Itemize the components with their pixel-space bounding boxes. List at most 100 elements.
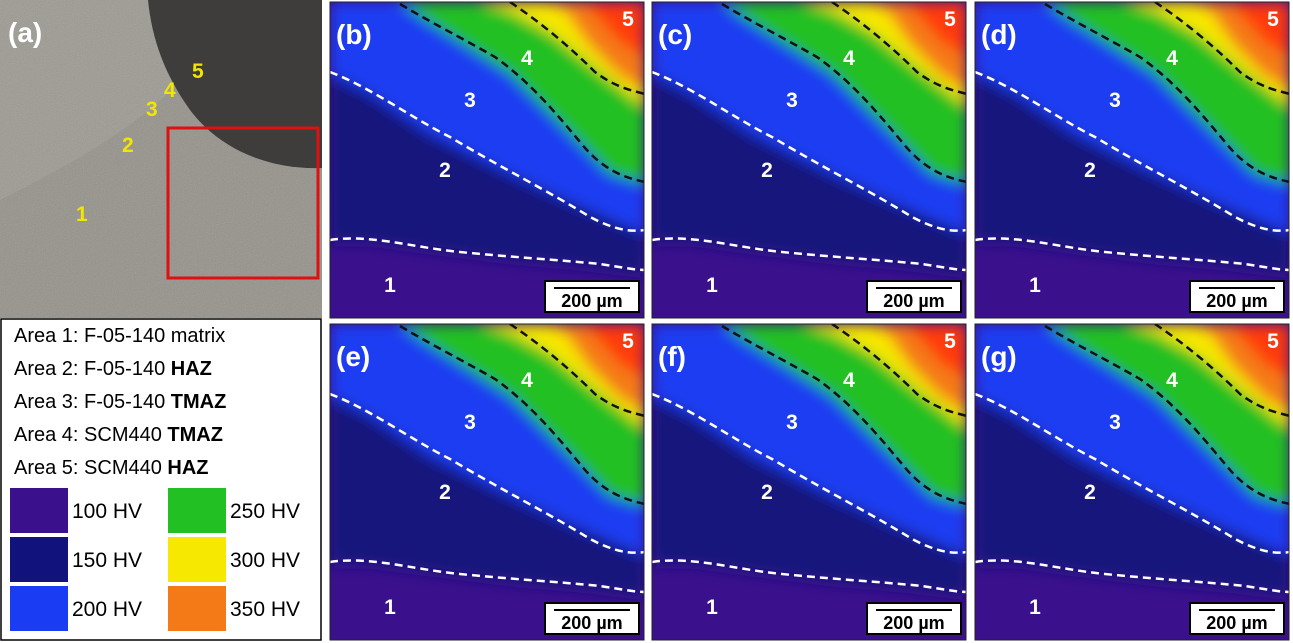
- area-item: Area 5: SCM440 HAZ: [14, 457, 209, 479]
- map-body: [975, 324, 1289, 640]
- boundary-black: [1044, 2, 1289, 184]
- area-zone: TMAZ: [167, 424, 223, 446]
- boundary-white: [652, 559, 966, 594]
- area-number: 1: [76, 203, 88, 226]
- map-contours: [975, 2, 1289, 274]
- area-list: Area 1: F-05-140 matrix Area 2: F-05-140 …: [14, 325, 226, 479]
- area-number: 5: [192, 60, 204, 83]
- zone-number: 5: [1267, 330, 1279, 353]
- hardness-map: (d) 1 2 3 4 5 200 µm: [974, 1, 1290, 319]
- area-zone: HAZ: [167, 457, 208, 479]
- zone-number: 4: [1166, 47, 1178, 70]
- scale-bar-box: [1189, 602, 1285, 635]
- hardness-map: (e) 1 2 3 4 5 200 µm: [329, 323, 645, 641]
- zone-number: 2: [761, 159, 773, 182]
- zone-number: 3: [1109, 89, 1121, 112]
- area-text: Area 5: SCM440: [14, 457, 162, 479]
- zone-number: 4: [521, 47, 533, 70]
- zone-number: 4: [843, 369, 855, 392]
- boundary-white: [330, 237, 644, 272]
- contour-region: [585, 324, 644, 379]
- hardness-map: (c) 1 2 3 4 5 200 µm: [651, 1, 967, 319]
- micrograph: [0, 0, 322, 318]
- area-number: 4: [164, 79, 176, 102]
- boundary-black: [1154, 2, 1289, 96]
- legend-swatch: [168, 537, 226, 582]
- panel-label: (d): [981, 19, 1017, 50]
- boundary-white: [975, 70, 1289, 232]
- contour-region: [907, 324, 966, 379]
- scale-bar-label: 200 µm: [561, 291, 622, 311]
- boundary-white: [652, 392, 966, 554]
- map-contours: [652, 324, 966, 596]
- boundary-black: [721, 324, 966, 506]
- zone-number: 5: [944, 8, 956, 31]
- map-contours: [652, 2, 966, 274]
- map-contours: [975, 324, 1289, 596]
- boundary-black: [399, 2, 644, 184]
- map-frame: [974, 1, 1290, 319]
- legend-swatch: [10, 586, 68, 631]
- boundary-white: [652, 237, 966, 272]
- zone-number: 2: [761, 481, 773, 504]
- area-number: 3: [146, 98, 158, 121]
- area-zone: TMAZ: [171, 391, 227, 413]
- panel-label: (g): [981, 341, 1017, 372]
- map-frame: [329, 1, 645, 319]
- area-item: Area 4: SCM440 TMAZ: [14, 424, 223, 446]
- panel-label: (a): [8, 17, 42, 48]
- zone-number: 4: [1166, 369, 1178, 392]
- contour-region: [585, 2, 644, 57]
- area-text: Area 4: SCM440: [14, 424, 162, 446]
- boundary-black: [831, 324, 966, 418]
- scale-bar-label: 200 µm: [1206, 291, 1267, 311]
- zone-number: 2: [439, 159, 451, 182]
- zone-number: 1: [384, 274, 396, 297]
- map-contours: [330, 2, 644, 274]
- map-body: [330, 2, 644, 318]
- legend-label: 350 HV: [230, 598, 300, 621]
- area-text: Area 2: F-05-140: [14, 358, 165, 380]
- hardness-map: (b) 1 2 3 4 5 200 µm: [329, 1, 645, 319]
- map-frame: [651, 1, 967, 319]
- area-text: Area 1: F-05-140 matrix: [14, 325, 225, 347]
- scale-bar-label: 200 µm: [561, 613, 622, 633]
- legend-swatch: [168, 488, 226, 533]
- boundary-black: [399, 324, 644, 506]
- map-frame: [651, 323, 967, 641]
- scale-bar-box: [1189, 280, 1285, 313]
- zone-number: 5: [1267, 8, 1279, 31]
- map-body: [652, 324, 966, 640]
- boundary-white: [330, 392, 644, 554]
- map-frame: [974, 323, 1290, 641]
- boundary-white: [975, 237, 1289, 272]
- legend-label: 300 HV: [230, 549, 300, 572]
- boundary-white: [330, 559, 644, 594]
- legend-label: 150 HV: [72, 549, 142, 572]
- area-item: Area 1: F-05-140 matrix: [14, 325, 225, 347]
- zone-number: 1: [706, 274, 718, 297]
- zone-number: 1: [706, 596, 718, 619]
- scale-bar-box: [544, 602, 640, 635]
- zone-number: 3: [464, 411, 476, 434]
- zone-number: 5: [622, 8, 634, 31]
- scale-bar-box: [866, 280, 962, 313]
- zone-number: 4: [843, 47, 855, 70]
- legend-swatch: [168, 586, 226, 631]
- boundary-black: [831, 2, 966, 96]
- map-body: [330, 324, 644, 640]
- panel-label: (f): [658, 341, 686, 372]
- area-zone: HAZ: [171, 358, 212, 380]
- boundary-black: [509, 324, 644, 418]
- boundary-black: [1154, 324, 1289, 418]
- panel-label: (b): [336, 19, 372, 50]
- area-text: Area 3: F-05-140: [14, 391, 165, 413]
- area-item: Area 2: F-05-140 HAZ: [14, 358, 212, 380]
- scale-bar-label: 200 µm: [883, 291, 944, 311]
- zone-number: 3: [1109, 411, 1121, 434]
- region-box: [166, 126, 320, 280]
- scale-bar-label: 200 µm: [1206, 613, 1267, 633]
- area-number: 2: [122, 134, 134, 157]
- contour-region: [1230, 324, 1289, 379]
